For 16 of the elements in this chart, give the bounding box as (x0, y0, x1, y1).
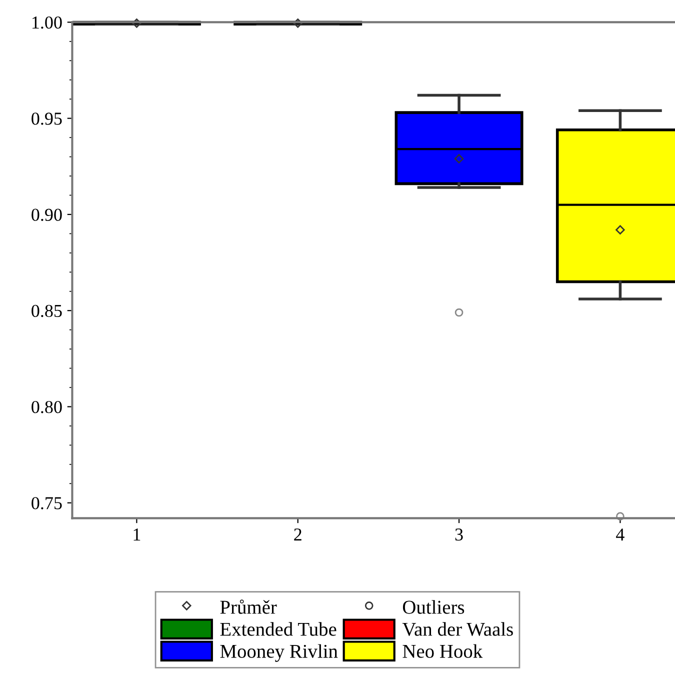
x-tick-label: 3 (455, 528, 463, 541)
legend-label: Neo Hook (402, 644, 483, 658)
y-tick-label: 0.95 (32, 112, 62, 125)
y-tick-label: 0.85 (32, 304, 62, 318)
y-tick-label: 0.90 (32, 208, 62, 221)
legend-label: Van der Waals (402, 622, 513, 636)
x-tick-label: 1 (134, 528, 140, 540)
text: Průměr (220, 600, 277, 614)
y-tick-label: 0.75 (32, 497, 62, 510)
legend-label: Extended Tube (220, 622, 336, 636)
text: Outliers (402, 600, 464, 614)
y-tick-label: 0.80 (32, 400, 62, 414)
x-tick-label: 2 (294, 528, 302, 540)
legend-label: Mooney Rivlin (220, 644, 338, 662)
x-tick-label: 4 (616, 528, 624, 540)
y-tick-label: 1.00 (32, 16, 62, 29)
